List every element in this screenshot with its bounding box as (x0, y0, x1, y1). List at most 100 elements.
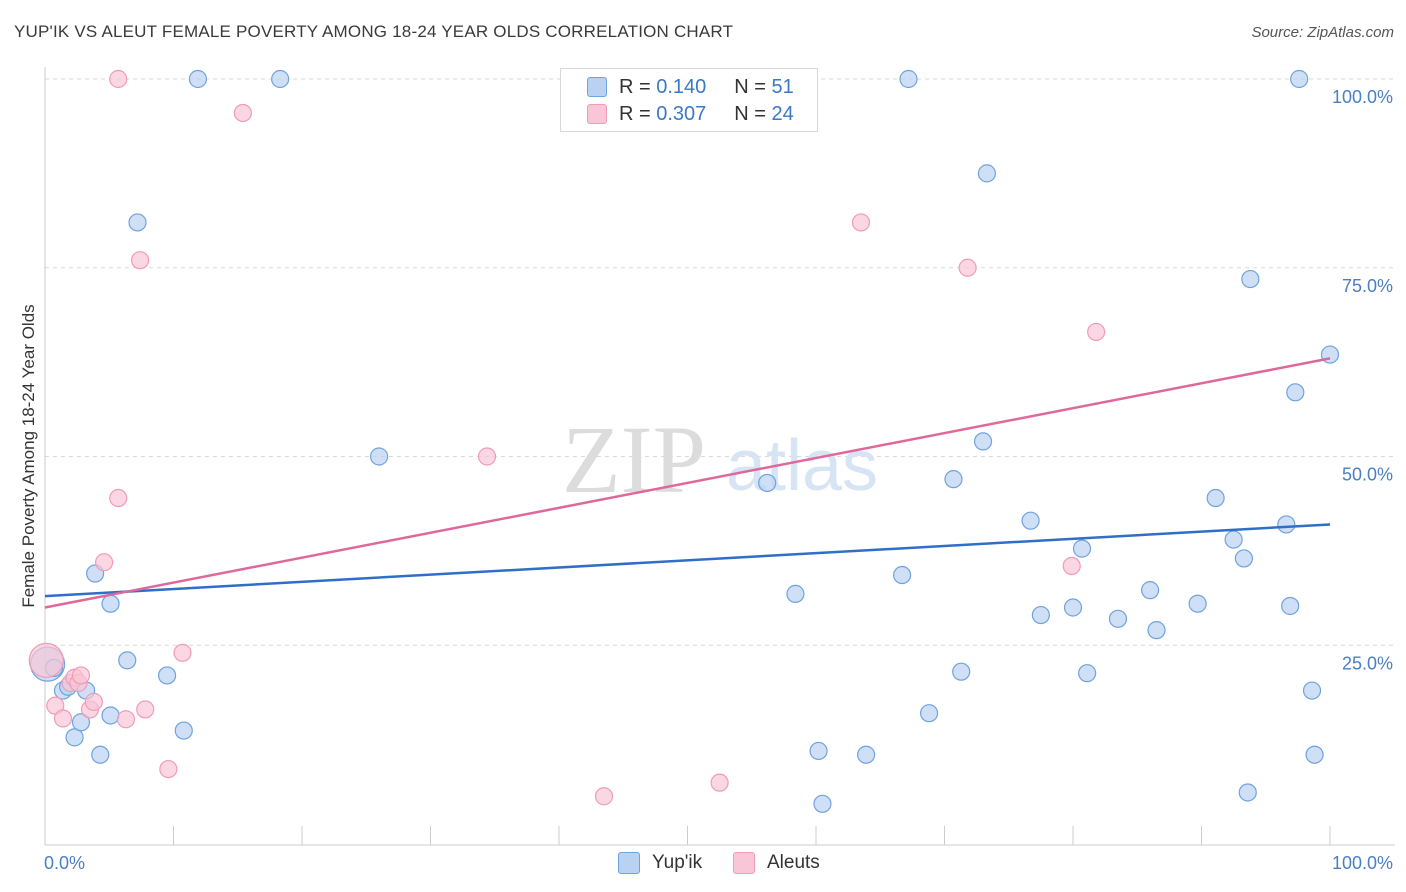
data-point (952, 662, 971, 681)
stats-row-yupik: R = 0.140 N = 51 (587, 75, 794, 99)
data-point (1305, 745, 1324, 764)
y-tick-label: 50.0% (1342, 465, 1393, 485)
data-point (1087, 322, 1106, 342)
data-points (28, 69, 1340, 813)
data-point (271, 69, 290, 89)
legend-item-yupik: Yup'ik (618, 852, 702, 874)
data-point (1286, 383, 1305, 402)
yupik-legend-swatch (618, 852, 640, 874)
data-point (1206, 488, 1225, 508)
data-point (1290, 69, 1309, 89)
data-point (1108, 609, 1128, 628)
x-tick-label: 100.0% (1332, 853, 1393, 873)
r-value: 0.307 (656, 102, 707, 125)
watermark-atlas: atlas (726, 426, 878, 506)
data-point (1072, 539, 1092, 558)
data-point (1062, 556, 1081, 576)
y-axis-label: Female Poverty Among 18-24 Year Olds (19, 304, 38, 607)
data-point (594, 787, 614, 806)
data-point (157, 666, 177, 685)
stats-legend: R = 0.140 N = 51 R = 0.307 N = 24 (560, 68, 818, 132)
y-tick-label: 100.0% (1332, 87, 1393, 107)
data-point (130, 251, 150, 270)
data-point (1277, 515, 1296, 534)
gridlines (45, 78, 1395, 646)
data-point (84, 692, 103, 711)
data-point (116, 710, 136, 729)
data-point (919, 704, 939, 723)
watermark-zip: ZIP (562, 406, 706, 513)
data-point (188, 69, 208, 89)
data-point (233, 103, 252, 123)
data-point (1063, 598, 1083, 617)
data-point (477, 447, 497, 466)
legend-label-yupik: Yup'ik (652, 852, 703, 873)
data-point (977, 164, 997, 183)
data-point (101, 594, 120, 613)
data-point (91, 745, 110, 764)
data-point (1147, 621, 1166, 640)
trend-lines (44, 357, 1331, 609)
data-point (758, 473, 777, 493)
source-credit: Source: ZipAtlas.com (1251, 24, 1394, 41)
r-label: R = (619, 75, 651, 98)
data-point (28, 642, 64, 678)
data-point (1281, 596, 1300, 616)
n-value: 24 (771, 102, 794, 125)
aleuts-legend-swatch (733, 852, 755, 874)
r-label: R = (619, 102, 651, 125)
data-point (71, 713, 91, 732)
n-label: N = (734, 75, 766, 98)
data-point (159, 759, 178, 779)
series-yupik (29, 69, 1340, 813)
data-point (973, 432, 993, 451)
data-point (1021, 511, 1040, 530)
data-point (958, 258, 977, 277)
data-point (53, 709, 73, 728)
data-point (892, 565, 912, 585)
data-point (370, 447, 389, 466)
yupik-swatch (587, 77, 607, 97)
data-point (809, 741, 828, 761)
aleuts-swatch (587, 104, 607, 124)
stats-row-aleuts: R = 0.307 N = 24 (587, 102, 794, 126)
data-point (136, 700, 155, 719)
y-tick-label: 25.0% (1342, 653, 1393, 673)
watermark: ZIP atlas (562, 406, 878, 513)
data-point (118, 651, 137, 670)
trend-line (44, 357, 1331, 609)
series-aleuts (28, 69, 1106, 806)
data-point (1224, 530, 1243, 549)
x-tick-label: 0.0% (44, 853, 85, 873)
data-point (1031, 605, 1050, 625)
n-value: 51 (771, 75, 794, 98)
chart-title: YUP'IK VS ALEUT FEMALE POVERTY AMONG 18-… (14, 22, 734, 41)
data-point (851, 213, 871, 232)
data-point (109, 488, 128, 508)
data-point (174, 721, 193, 740)
data-point (1140, 581, 1160, 600)
data-point (813, 794, 832, 813)
trend-line (44, 523, 1331, 598)
y-tick-labels: 100.0% 75.0% 50.0% 25.0% (1332, 87, 1393, 673)
r-value: 0.140 (656, 75, 707, 98)
data-point (857, 745, 876, 764)
legend-label-aleuts: Aleuts (767, 852, 820, 873)
data-point (944, 470, 963, 489)
data-point (710, 773, 729, 792)
data-point (1234, 549, 1254, 568)
axes (44, 67, 1395, 846)
data-point (1302, 681, 1322, 700)
y-tick-label: 75.0% (1342, 276, 1393, 296)
data-point (1241, 269, 1260, 289)
data-point (65, 728, 84, 747)
legend-item-aleuts: Aleuts (733, 852, 820, 874)
data-point (109, 69, 128, 89)
data-point (786, 584, 805, 604)
data-point (101, 706, 120, 725)
data-point (1078, 664, 1097, 683)
data-point (1188, 594, 1207, 613)
n-label: N = (734, 102, 766, 125)
data-point (128, 213, 147, 232)
